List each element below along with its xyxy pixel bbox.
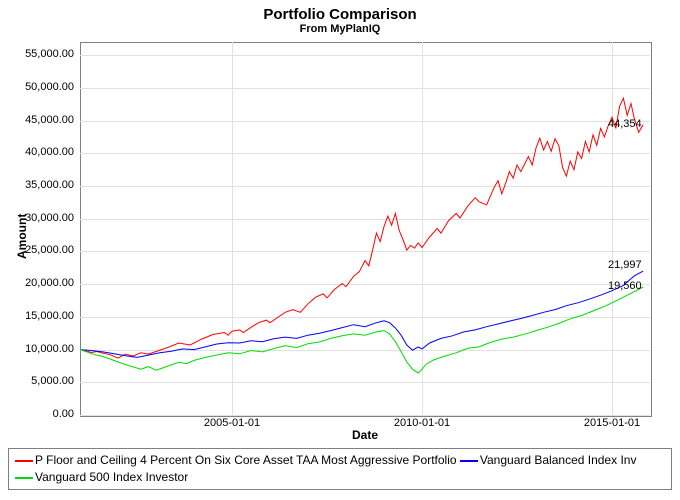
legend: P Floor and Ceiling 4 Percent On Six Cor…	[8, 448, 672, 490]
y-tick-label: 30,000.00	[0, 212, 74, 224]
y-tick-label: 10,000.00	[0, 343, 74, 355]
y-tick-label: 15,000.00	[0, 310, 74, 322]
gridline-h	[80, 317, 650, 318]
y-tick-label: 50,000.00	[0, 81, 74, 93]
legend-item: Vanguard 500 Index Investor	[15, 470, 188, 484]
gridline-h	[80, 415, 650, 416]
x-tick-label: 2015-01-01	[562, 417, 662, 429]
gridline-v	[612, 42, 613, 415]
gridline-h	[80, 153, 650, 154]
x-axis-label: Date	[80, 428, 650, 442]
gridline-h	[80, 251, 650, 252]
x-tick-label: 2005-01-01	[182, 417, 282, 429]
legend-swatch	[460, 460, 478, 462]
y-tick-label: 20,000.00	[0, 277, 74, 289]
chart-title: Portfolio Comparison	[0, 0, 680, 23]
y-tick-label: 40,000.00	[0, 146, 74, 158]
y-tick-label: 55,000.00	[0, 48, 74, 60]
legend-swatch	[15, 460, 33, 462]
legend-label: Vanguard 500 Index Investor	[35, 470, 188, 484]
series-end-label: 19,560	[608, 280, 642, 292]
y-tick-label: 5,000.00	[0, 375, 74, 387]
gridline-h	[80, 186, 650, 187]
gridline-h	[80, 55, 650, 56]
gridline-h	[80, 284, 650, 285]
y-tick-label: 35,000.00	[0, 179, 74, 191]
gridline-h	[80, 382, 650, 383]
y-tick-label: 0.00	[0, 408, 74, 420]
legend-item: Vanguard Balanced Index Inv	[460, 453, 637, 467]
y-tick-label: 45,000.00	[0, 114, 74, 126]
x-tick-label: 2010-01-01	[372, 417, 472, 429]
gridline-h	[80, 219, 650, 220]
series-end-label: 44,354	[608, 118, 642, 130]
gridline-v	[422, 42, 423, 415]
portfolio-comparison-chart: Portfolio Comparison From MyPlanIQ Amoun…	[0, 0, 680, 500]
gridline-v	[232, 42, 233, 415]
legend-swatch	[15, 477, 33, 479]
gridline-h	[80, 88, 650, 89]
y-tick-label: 25,000.00	[0, 244, 74, 256]
legend-label: Vanguard Balanced Index Inv	[480, 453, 637, 467]
gridline-h	[80, 350, 650, 351]
series-end-label: 21,997	[608, 259, 642, 271]
legend-item: P Floor and Ceiling 4 Percent On Six Cor…	[15, 453, 457, 467]
plot-area	[80, 42, 652, 417]
legend-label: P Floor and Ceiling 4 Percent On Six Cor…	[35, 453, 457, 467]
chart-subtitle: From MyPlanIQ	[0, 23, 680, 39]
gridline-h	[80, 121, 650, 122]
